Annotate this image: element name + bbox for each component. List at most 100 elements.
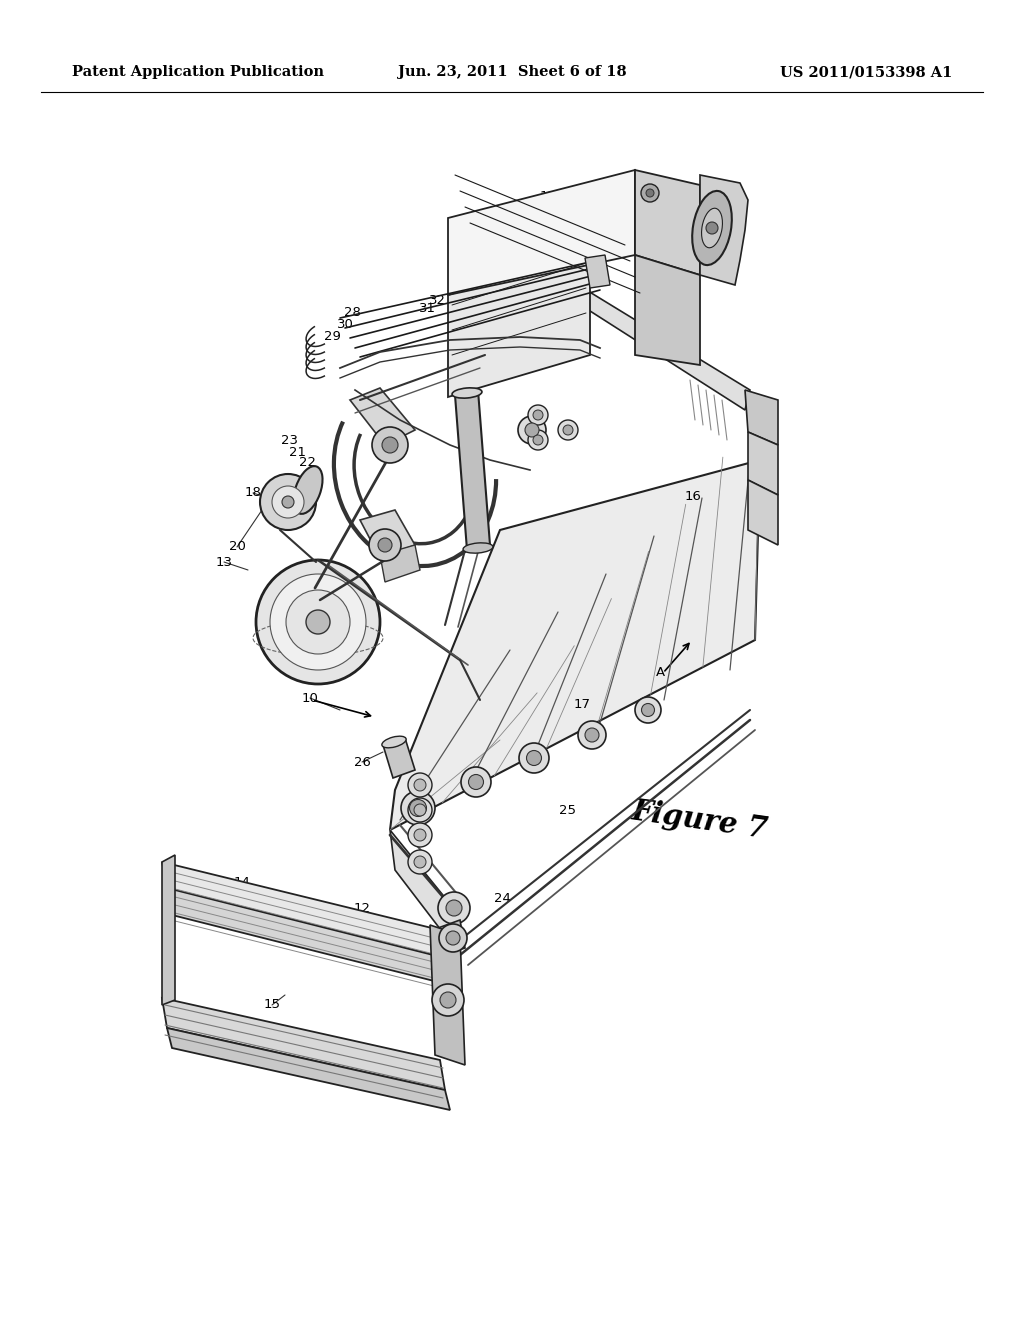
Polygon shape	[430, 925, 465, 1065]
Text: 50: 50	[191, 875, 209, 888]
Circle shape	[585, 729, 599, 742]
Polygon shape	[565, 280, 750, 411]
Circle shape	[519, 743, 549, 774]
Circle shape	[408, 822, 432, 847]
Polygon shape	[635, 170, 700, 275]
Polygon shape	[449, 253, 590, 397]
Circle shape	[372, 426, 408, 463]
Text: 12: 12	[540, 190, 556, 203]
Circle shape	[306, 610, 330, 634]
Circle shape	[432, 983, 464, 1016]
Text: 26: 26	[353, 755, 371, 768]
Text: 12: 12	[446, 908, 464, 921]
Text: 31: 31	[419, 301, 435, 314]
Circle shape	[526, 751, 542, 766]
Text: 27: 27	[635, 190, 651, 203]
Text: 19: 19	[254, 615, 270, 628]
Circle shape	[534, 411, 543, 420]
Ellipse shape	[294, 466, 323, 513]
Circle shape	[382, 437, 398, 453]
Circle shape	[414, 779, 426, 791]
Circle shape	[286, 590, 350, 653]
Circle shape	[641, 183, 659, 202]
Text: Jun. 23, 2011  Sheet 6 of 18: Jun. 23, 2011 Sheet 6 of 18	[397, 65, 627, 79]
Polygon shape	[748, 432, 778, 495]
Circle shape	[558, 420, 578, 440]
Circle shape	[414, 804, 426, 816]
Circle shape	[408, 799, 432, 822]
Text: 25: 25	[558, 804, 575, 817]
Circle shape	[578, 721, 606, 748]
Circle shape	[414, 855, 426, 869]
Text: 42: 42	[710, 186, 726, 199]
Text: 28: 28	[344, 306, 360, 319]
Text: 18: 18	[245, 487, 261, 499]
Circle shape	[270, 574, 366, 671]
Polygon shape	[162, 862, 445, 958]
Circle shape	[469, 775, 483, 789]
Circle shape	[401, 791, 435, 825]
Circle shape	[439, 924, 467, 952]
Circle shape	[260, 474, 316, 531]
Circle shape	[525, 422, 539, 437]
Text: 12: 12	[353, 902, 371, 915]
Circle shape	[461, 767, 490, 797]
Polygon shape	[455, 389, 490, 550]
Circle shape	[282, 496, 294, 508]
Text: 13: 13	[215, 556, 232, 569]
Text: A: A	[655, 665, 665, 678]
Text: 20: 20	[228, 540, 246, 553]
Text: 23: 23	[282, 433, 299, 446]
Text: 12: 12	[522, 424, 540, 437]
Text: 65: 65	[162, 870, 178, 883]
Polygon shape	[390, 459, 760, 830]
Circle shape	[528, 430, 548, 450]
Ellipse shape	[463, 543, 493, 553]
Circle shape	[641, 704, 654, 717]
Polygon shape	[748, 480, 778, 545]
Polygon shape	[390, 830, 460, 954]
Text: Figure 7: Figure 7	[630, 796, 770, 843]
Circle shape	[706, 222, 718, 234]
Text: 16: 16	[685, 491, 701, 503]
Polygon shape	[167, 888, 450, 985]
Polygon shape	[360, 510, 415, 558]
Polygon shape	[162, 998, 445, 1090]
Text: 22: 22	[299, 457, 315, 470]
Circle shape	[369, 529, 401, 561]
Circle shape	[563, 425, 573, 436]
Text: 14: 14	[233, 875, 251, 888]
Circle shape	[408, 850, 432, 874]
Ellipse shape	[692, 191, 732, 265]
Text: 30: 30	[337, 318, 353, 331]
Circle shape	[378, 539, 392, 552]
Text: 29: 29	[324, 330, 340, 343]
Circle shape	[272, 486, 304, 517]
Polygon shape	[449, 170, 635, 294]
Circle shape	[518, 416, 546, 444]
Polygon shape	[585, 255, 610, 288]
Circle shape	[528, 405, 548, 425]
Polygon shape	[380, 545, 420, 582]
Circle shape	[438, 892, 470, 924]
Ellipse shape	[701, 209, 723, 248]
Circle shape	[414, 829, 426, 841]
Circle shape	[256, 560, 380, 684]
Text: US 2011/0153398 A1: US 2011/0153398 A1	[779, 65, 952, 79]
Circle shape	[534, 436, 543, 445]
Polygon shape	[635, 255, 700, 366]
Circle shape	[440, 993, 456, 1008]
Text: 15: 15	[263, 998, 281, 1011]
Polygon shape	[438, 920, 465, 954]
Text: 10: 10	[301, 692, 318, 705]
Polygon shape	[700, 176, 748, 285]
Polygon shape	[162, 855, 175, 1005]
Ellipse shape	[382, 737, 407, 748]
Text: Patent Application Publication: Patent Application Publication	[72, 65, 324, 79]
Polygon shape	[383, 738, 415, 777]
Ellipse shape	[452, 388, 482, 399]
Text: 17: 17	[573, 698, 591, 711]
Polygon shape	[745, 389, 778, 445]
Text: 21: 21	[289, 446, 305, 458]
Circle shape	[446, 900, 462, 916]
